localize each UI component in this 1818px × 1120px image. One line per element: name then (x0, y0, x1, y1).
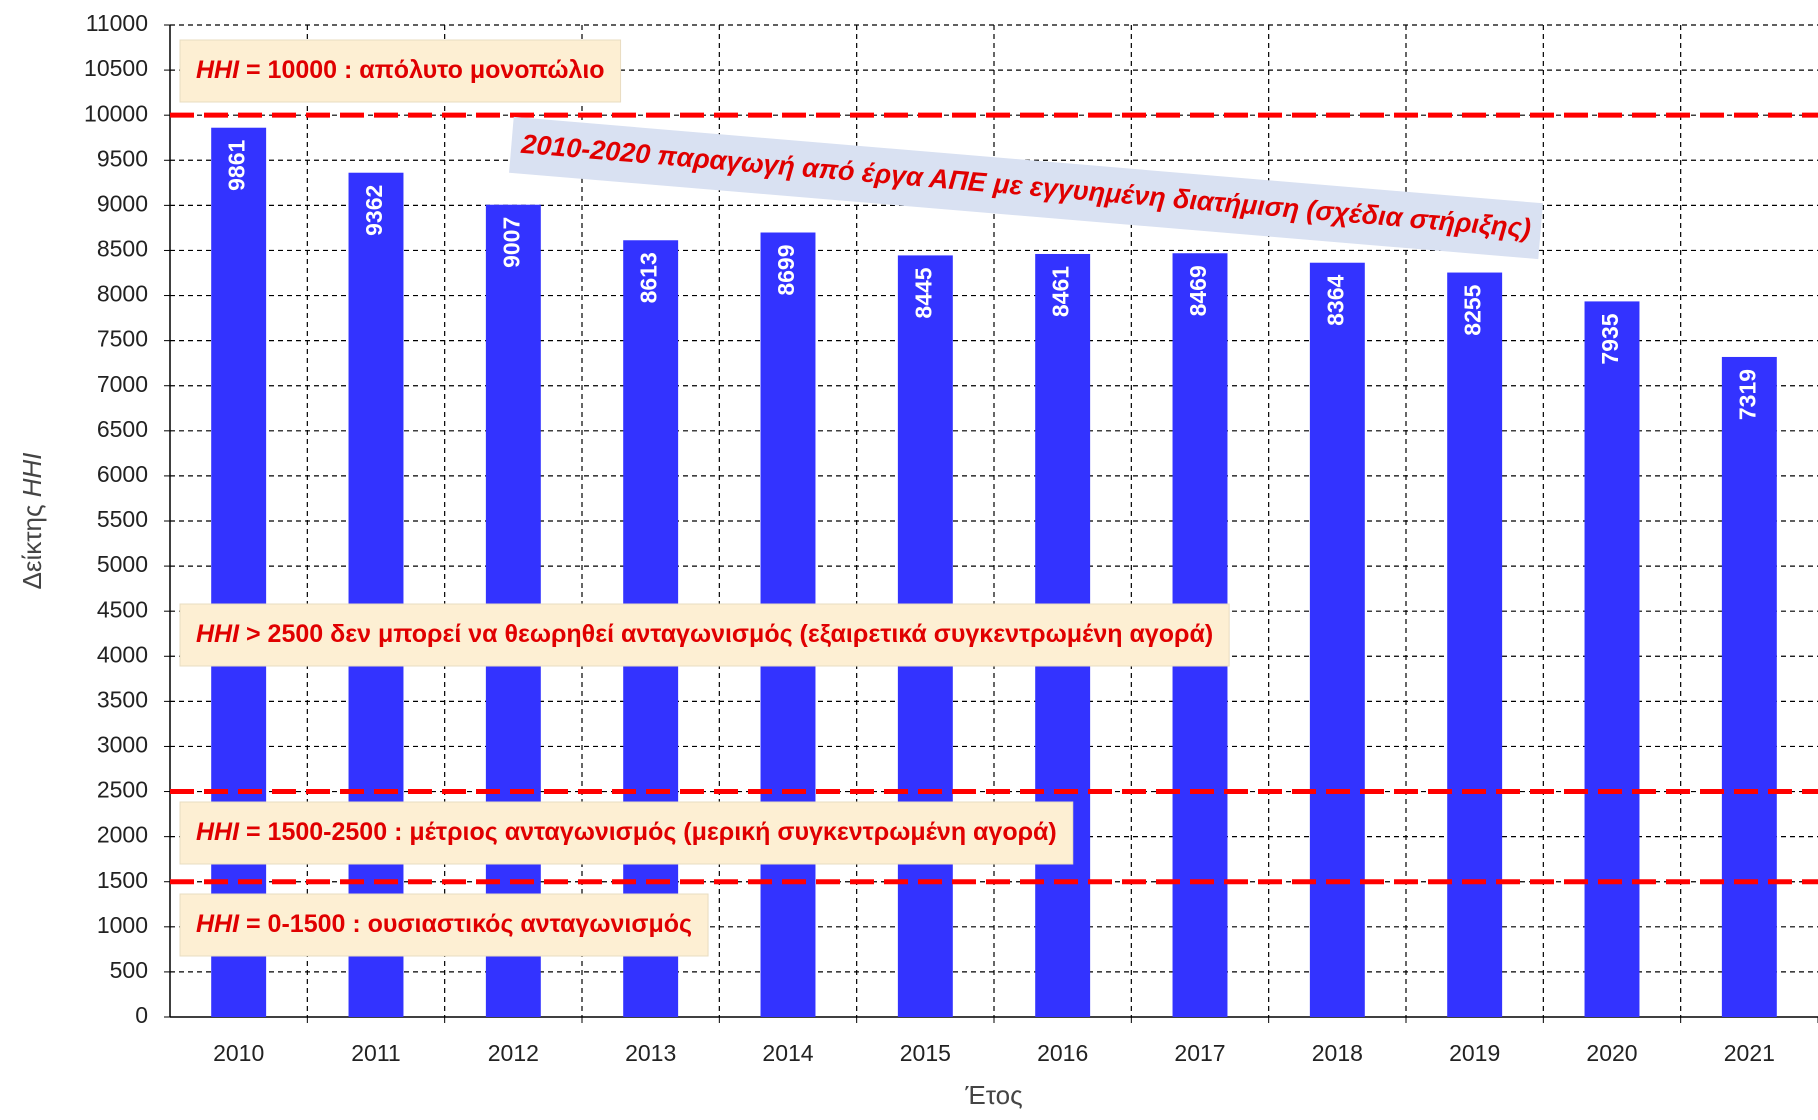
y-tick-label: 7500 (97, 326, 148, 352)
y-label-text: Δείκτης (17, 505, 47, 590)
annotation-body: > 2500 δεν μπορεί να θεωρηθεί ανταγωνισμ… (246, 620, 1213, 648)
annotation: HHI = 0-1500 : ουσιαστικός ανταγωνισμός (179, 893, 709, 957)
y-label-italic: HHI (17, 452, 47, 497)
annotation-box (179, 801, 1074, 865)
value-label: 8255 (1460, 284, 1486, 335)
bar (211, 127, 267, 1017)
y-tick-label: 9500 (97, 145, 148, 171)
annotation-italic: HHI (196, 56, 240, 84)
x-tick-label: 2017 (1174, 1040, 1225, 1066)
annotation-text: HHI = 10000 : απόλυτο μονοπώλιο (196, 56, 605, 84)
x-tick-label: 2020 (1586, 1040, 1637, 1066)
y-tick-label: 6000 (97, 461, 148, 487)
annotation-italic: HHI (196, 620, 240, 648)
bar (348, 172, 404, 1017)
x-tick-label: 2012 (488, 1040, 539, 1066)
annotation-italic: HHI (196, 818, 240, 846)
x-tick-label: 2010 (213, 1040, 264, 1066)
y-tick-label: 0 (135, 1002, 148, 1028)
value-label: 8445 (910, 267, 936, 318)
annotation-body: = 10000 : απόλυτο μονοπώλιο (246, 56, 605, 84)
y-tick-label: 4500 (97, 596, 148, 622)
annotation-text: HHI = 0-1500 : ουσιαστικός ανταγωνισμός (196, 910, 692, 938)
y-tick-label: 500 (110, 957, 148, 983)
value-label: 9007 (498, 217, 524, 268)
bar (1447, 272, 1503, 1018)
y-tick-label: 1500 (97, 867, 148, 893)
value-label: 8461 (1048, 266, 1074, 317)
annotation-body: = 1500-2500 : μέτριος ανταγωνισμός (μερι… (246, 818, 1057, 846)
bar (1721, 356, 1777, 1018)
y-tick-label: 7000 (97, 371, 148, 397)
value-label: 7935 (1597, 313, 1623, 364)
x-tick-label: 2011 (351, 1040, 400, 1066)
y-tick-label: 2000 (97, 822, 148, 848)
y-tick-label: 8000 (97, 281, 148, 307)
annotation-text: HHI > 2500 δεν μπορεί να θεωρηθεί ανταγω… (196, 620, 1213, 648)
x-tick-label: 2018 (1312, 1040, 1363, 1066)
annotation-body: = 0-1500 : ουσιαστικός ανταγωνισμός (246, 910, 692, 938)
bar (1584, 301, 1640, 1017)
y-tick-label: 6500 (97, 416, 148, 442)
y-tick-label: 5000 (97, 551, 148, 577)
y-tick-label: 3000 (97, 732, 148, 758)
x-tick-label: 2013 (625, 1040, 676, 1066)
x-tick-label: 2019 (1449, 1040, 1500, 1066)
y-tick-label: 4000 (97, 641, 148, 667)
annotation: HHI = 10000 : απόλυτο μονοπώλιο (179, 39, 622, 103)
value-label: 8613 (636, 252, 662, 303)
bar (1309, 262, 1365, 1018)
value-label: 7319 (1734, 369, 1760, 420)
annotation-text: HHI = 1500-2500 : μέτριος ανταγωνισμός (… (196, 818, 1057, 846)
x-tick-label: 2021 (1724, 1040, 1775, 1066)
banner: 2010-2020 παραγωγή από έργα ΑΠΕ με εγγυη… (509, 116, 1543, 260)
annotation-italic: HHI (196, 910, 240, 938)
x-tick-label: 2015 (900, 1040, 951, 1066)
banner-box (509, 116, 1543, 260)
y-tick-label: 3500 (97, 686, 148, 712)
y-tick-label: 1000 (97, 912, 148, 938)
value-label: 9861 (224, 140, 250, 191)
value-label: 9362 (361, 185, 387, 236)
annotation: HHI > 2500 δεν μπορεί να θεωρηθεί ανταγω… (179, 603, 1230, 667)
y-tick-label: 5500 (97, 506, 148, 532)
y-tick-label: 8500 (97, 236, 148, 262)
x-tick-label: 2016 (1037, 1040, 1088, 1066)
annotation: HHI = 1500-2500 : μέτριος ανταγωνισμός (… (179, 801, 1074, 865)
value-label: 8469 (1185, 265, 1211, 316)
y-axis-label: Δείκτης HHI (17, 452, 47, 589)
x-axis-label: Έτος (964, 1080, 1022, 1110)
x-tick-label: 2014 (762, 1040, 813, 1066)
y-tick-label: 10500 (84, 55, 148, 81)
y-tick-label: 9000 (97, 190, 148, 216)
value-label: 8364 (1322, 275, 1348, 326)
y-tick-label: 2500 (97, 777, 148, 803)
y-tick-label: 10000 (84, 100, 148, 126)
value-label: 8699 (773, 245, 799, 296)
annotation-box (179, 603, 1230, 667)
annotation-box (179, 39, 622, 103)
annotation-box (179, 893, 709, 957)
y-tick-label: 11000 (86, 10, 148, 36)
